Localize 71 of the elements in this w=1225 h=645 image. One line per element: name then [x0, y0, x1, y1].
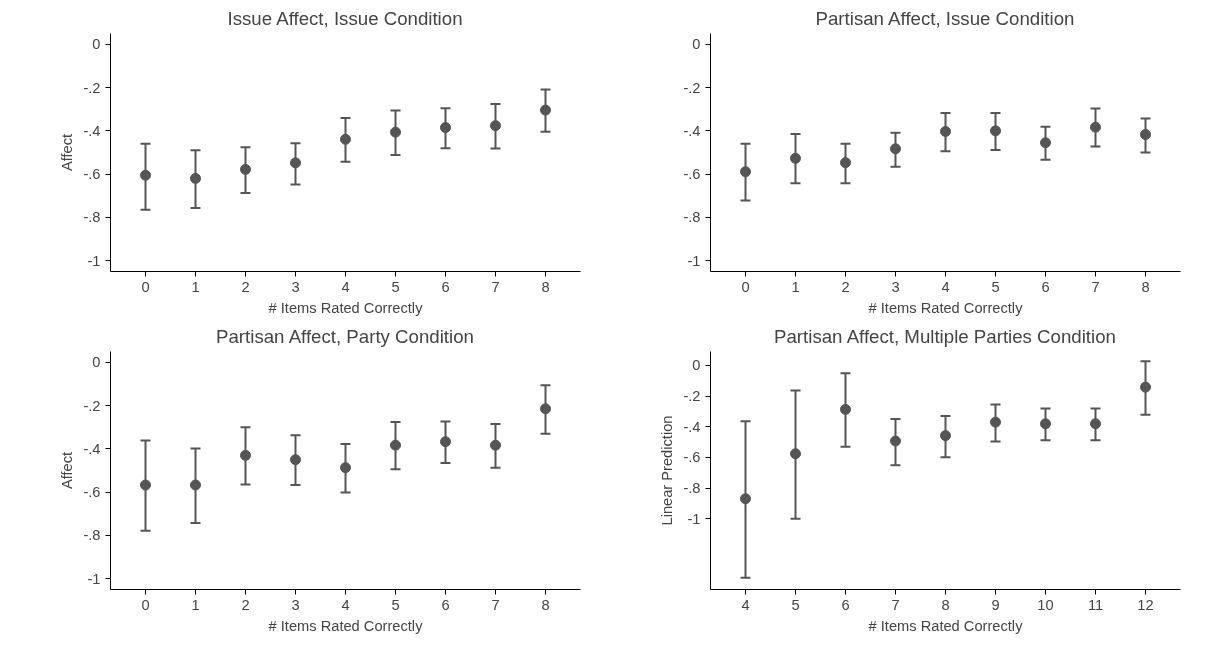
y-tick-label: -1 — [87, 570, 101, 587]
x-tick-label: 0 — [741, 278, 750, 295]
x-tick-label: 11 — [1087, 596, 1104, 613]
x-tick-label: 3 — [891, 278, 900, 295]
y-tick-label: -.2 — [683, 79, 701, 96]
x-tick-label: 5 — [391, 278, 400, 295]
y-tick-label: -.4 — [83, 122, 101, 139]
y-tick-label: -1 — [87, 252, 101, 269]
x-tick-label: 6 — [441, 596, 450, 613]
y-tick-label: -.2 — [83, 79, 101, 96]
y-tick-label: -.4 — [683, 418, 701, 435]
chart-title: Partisan Affect, Issue Condition — [815, 7, 1075, 29]
x-axis-title: # Items Rated Correctly — [868, 299, 1024, 316]
x-tick-label: 4 — [341, 596, 350, 613]
x-axis-title: # Items Rated Correctly — [268, 299, 424, 316]
x-tick-label: 4 — [341, 278, 350, 295]
chart-title: Partisan Affect, Party Condition — [216, 325, 474, 347]
x-tick-label: 4 — [941, 278, 950, 295]
y-tick-label: -.6 — [683, 166, 701, 183]
x-tick-label: 5 — [391, 596, 400, 613]
y-tick-label: 0 — [692, 36, 701, 53]
chart-title: Partisan Affect, Multiple Parties Condition — [774, 325, 1116, 347]
y-tick-label: 0 — [92, 354, 101, 371]
x-axis-title: # Items Rated Correctly — [868, 617, 1024, 634]
x-tick-label: 9 — [991, 596, 1000, 613]
x-tick-label: 0 — [141, 278, 150, 295]
y-tick-label: -.2 — [683, 388, 701, 405]
x-tick-label: 2 — [841, 278, 850, 295]
y-tick-label: 0 — [92, 36, 101, 53]
y-tick-label: -1 — [687, 510, 701, 527]
y-axis-title: Affect — [59, 451, 76, 490]
x-tick-label: 8 — [541, 278, 550, 295]
x-tick-label: 8 — [941, 596, 950, 613]
y-tick-label: -.8 — [683, 480, 701, 497]
chart-title: Issue Affect, Issue Condition — [227, 7, 463, 29]
y-axis-title: Linear Prediction — [659, 415, 676, 526]
x-tick-label: 6 — [1041, 278, 1050, 295]
x-tick-label: 2 — [241, 278, 250, 295]
x-tick-label: 7 — [491, 596, 500, 613]
x-tick-label: 2 — [241, 596, 250, 613]
x-tick-label: 10 — [1037, 596, 1054, 613]
x-tick-label: 0 — [141, 596, 150, 613]
x-tick-label: 7 — [1091, 278, 1100, 295]
x-tick-label: 3 — [291, 596, 300, 613]
y-tick-label: -.6 — [83, 484, 101, 501]
x-tick-label: 4 — [741, 596, 750, 613]
y-axis-title: Affect — [59, 133, 76, 172]
x-tick-label: 3 — [291, 278, 300, 295]
x-tick-label: 8 — [1141, 278, 1150, 295]
y-tick-label: -.6 — [83, 166, 101, 183]
y-tick-label: -.6 — [683, 449, 701, 466]
x-tick-label: 6 — [841, 596, 850, 613]
y-tick-label: -.2 — [83, 397, 101, 414]
y-tick-label: -.8 — [83, 209, 101, 226]
x-tick-label: 7 — [891, 596, 900, 613]
x-tick-label: 1 — [191, 596, 200, 613]
y-tick-label: -.4 — [683, 122, 701, 139]
y-tick-label: 0 — [692, 357, 701, 374]
x-tick-label: 6 — [441, 278, 450, 295]
x-tick-label: 1 — [791, 278, 800, 295]
y-tick-label: -.4 — [83, 440, 101, 457]
y-tick-label: -1 — [687, 252, 701, 269]
x-tick-label: 12 — [1137, 596, 1154, 613]
x-tick-label: 8 — [541, 596, 550, 613]
x-tick-label: 5 — [791, 596, 800, 613]
y-tick-label: -.8 — [683, 209, 701, 226]
x-tick-label: 1 — [191, 278, 200, 295]
x-tick-label: 5 — [991, 278, 1000, 295]
y-tick-label: -.8 — [83, 527, 101, 544]
x-axis-title: # Items Rated Correctly — [268, 617, 424, 634]
x-tick-label: 7 — [491, 278, 500, 295]
